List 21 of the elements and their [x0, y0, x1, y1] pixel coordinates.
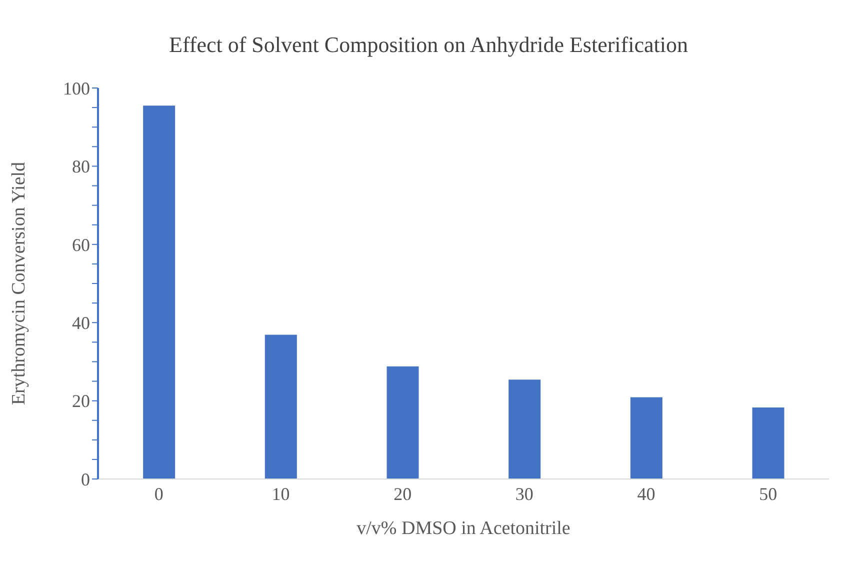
x-tick-label: 20 [394, 484, 412, 504]
x-tick-label: 10 [272, 484, 290, 504]
bar [752, 407, 784, 479]
y-tick-label: 80 [72, 156, 90, 177]
y-tick-label: 60 [72, 234, 90, 255]
x-tick-label: 50 [759, 484, 778, 504]
bar [386, 366, 419, 479]
y-tick-label: 100 [63, 78, 90, 98]
bar [630, 397, 662, 479]
y-tick-label: 20 [72, 391, 90, 412]
x-tick-label: 40 [637, 484, 656, 504]
bar [143, 106, 176, 479]
bar [264, 334, 297, 479]
x-tick-label: 30 [515, 484, 534, 504]
x-axis-title: v/v% DMSO in Acetonitrile [356, 518, 570, 539]
y-tick-label: 40 [72, 312, 90, 333]
chart-title: Effect of Solvent Composition on Anhydride Esterification [168, 32, 689, 58]
x-tick-label: 0 [154, 484, 164, 504]
y-axis-title: Erythromycin Conversion Yield [8, 161, 30, 406]
bar [508, 380, 541, 479]
y-tick-label: 0 [81, 469, 90, 490]
